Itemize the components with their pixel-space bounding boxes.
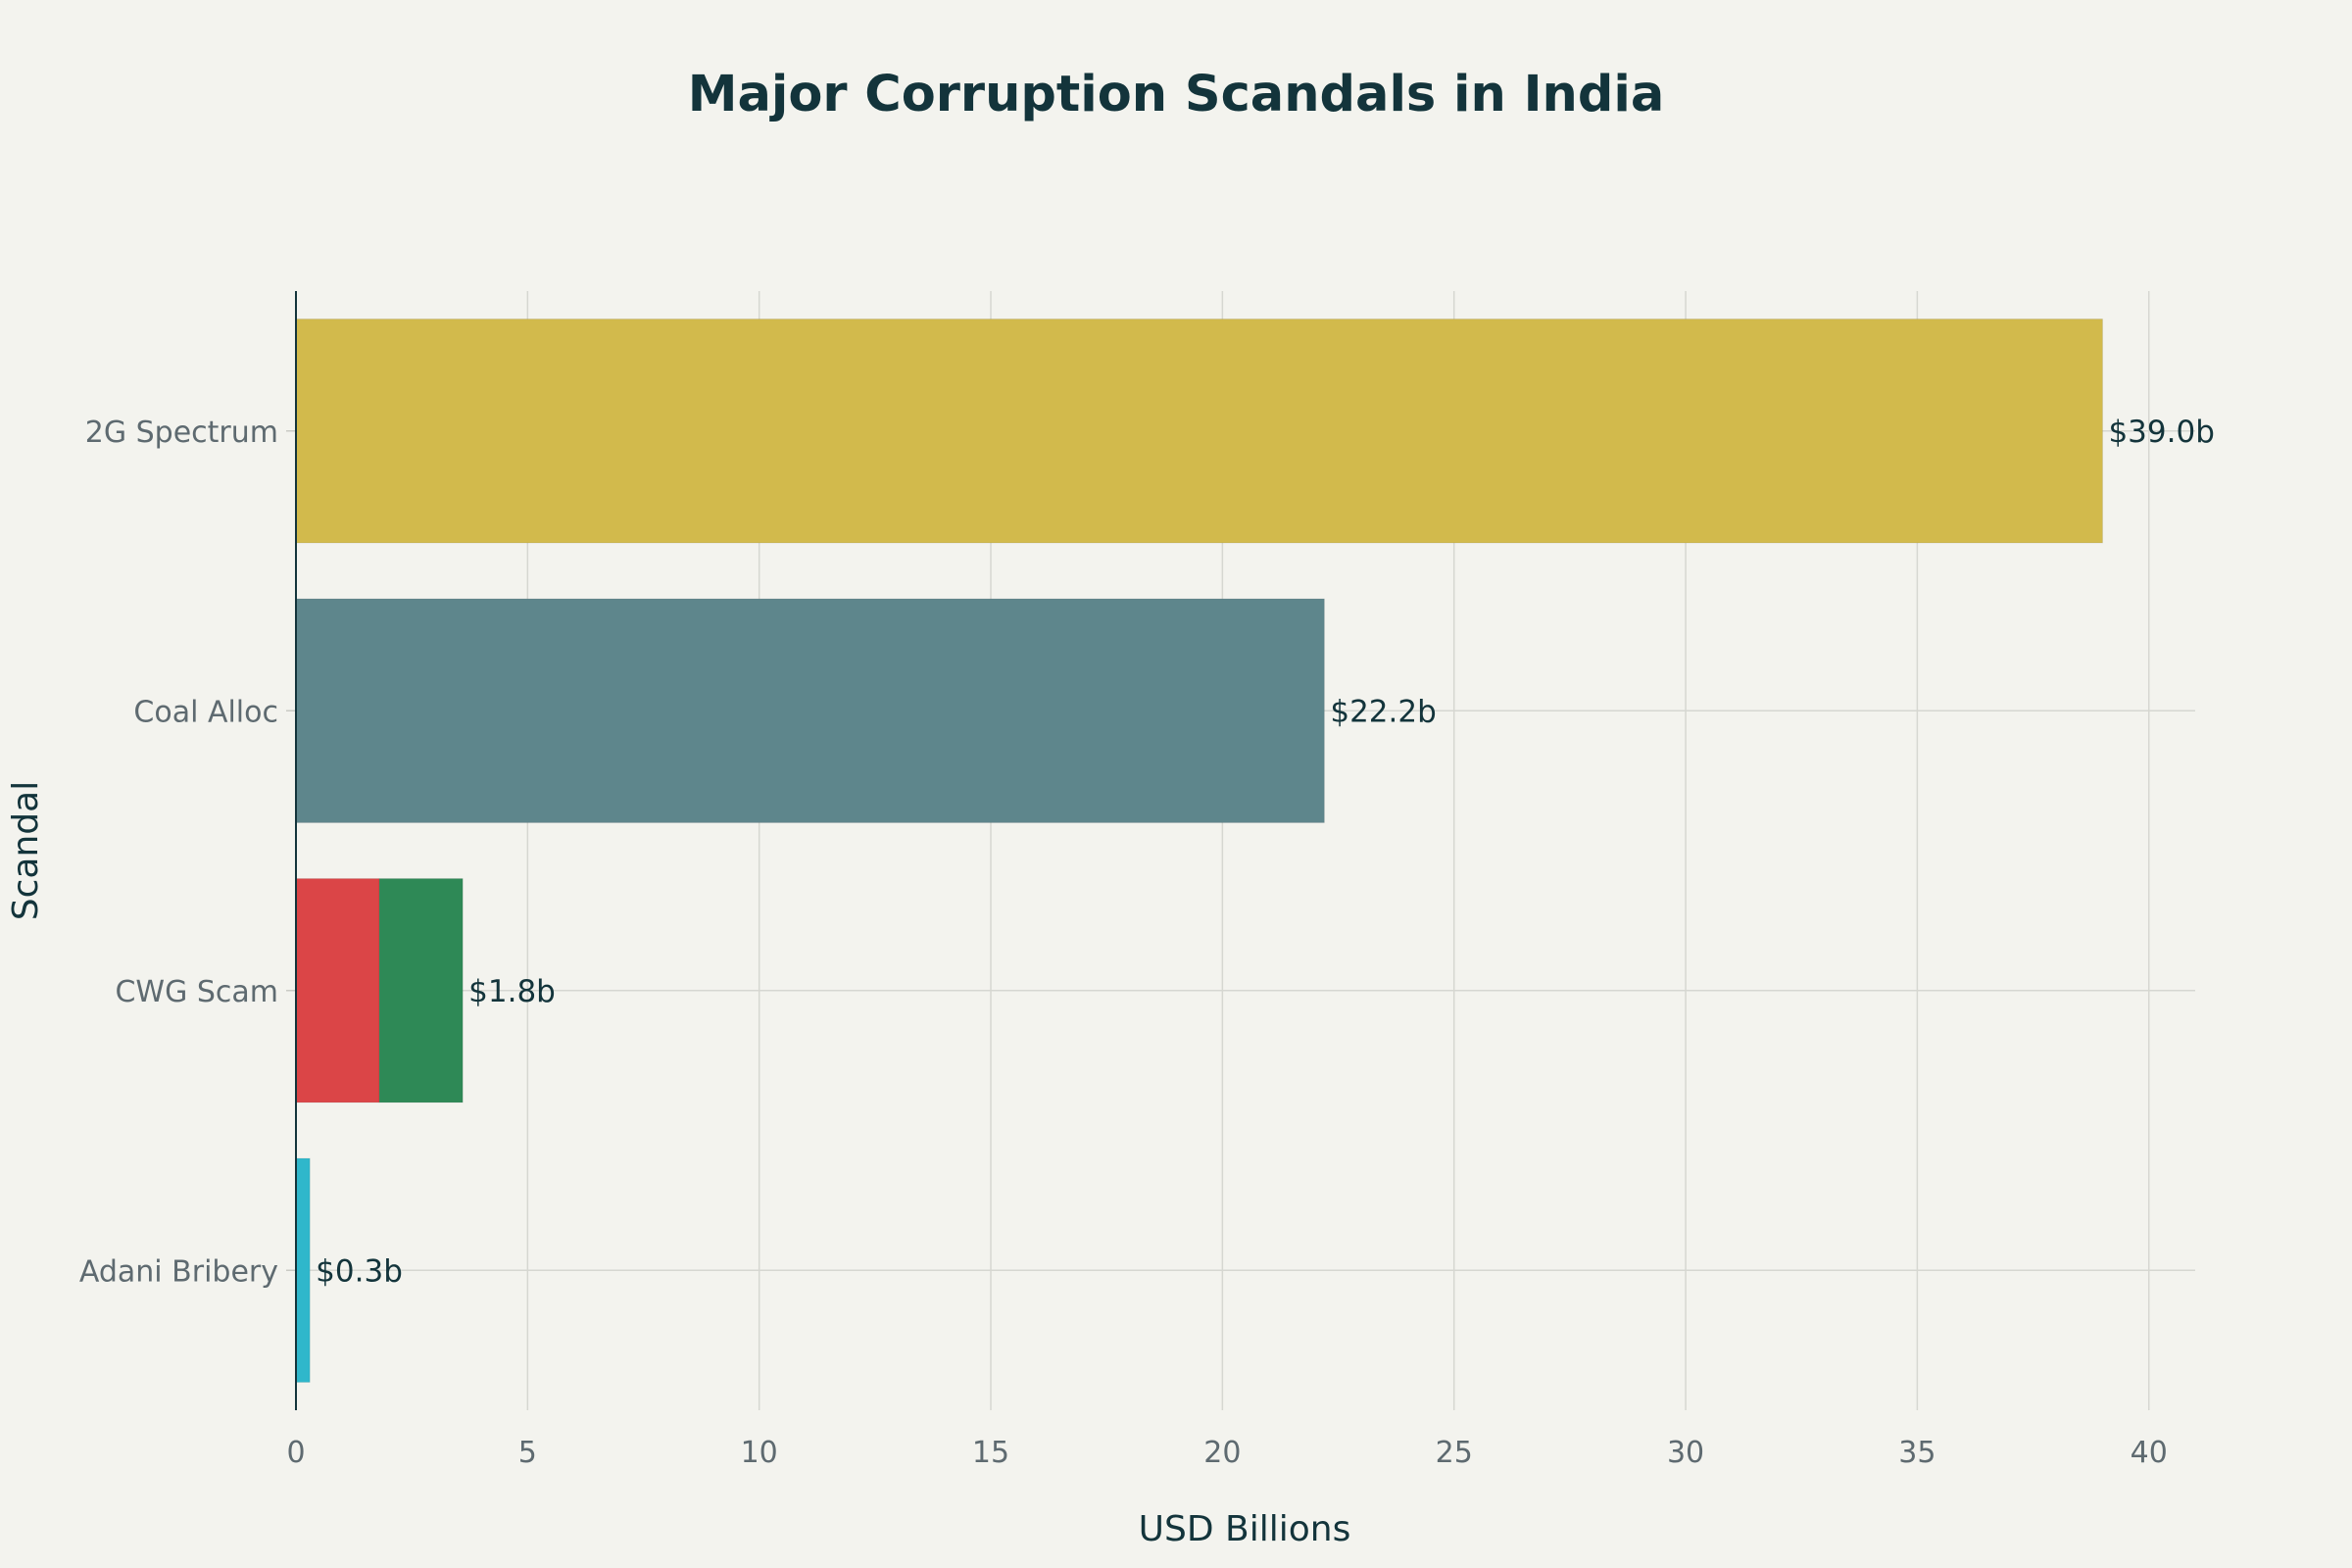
x-axis-title: USD Billions — [1139, 1509, 1351, 1549]
y-tick-label: Coal Alloc — [133, 695, 278, 729]
chart-title: Major Corruption Scandals in India — [688, 66, 1665, 123]
x-tick-label: 20 — [1203, 1436, 1241, 1470]
y-tick-label: Adani Bribery — [79, 1254, 278, 1289]
bar — [295, 1157, 311, 1383]
bar — [295, 878, 380, 1103]
x-tick-label: 35 — [1898, 1436, 1936, 1470]
x-tick-label: 0 — [286, 1436, 305, 1470]
x-tick-label: 30 — [1667, 1436, 1704, 1470]
bar — [295, 598, 1325, 823]
bar — [295, 318, 2103, 544]
bar-layer — [295, 318, 2103, 1383]
label-layer: $39.0b $22.2b $1.8b $0.3b — [316, 415, 2215, 1290]
y-axis-title: Scandal — [6, 781, 46, 920]
bar-value-label: $22.2b — [1330, 694, 1436, 729]
bar — [378, 878, 464, 1103]
y-tick-label: 2G Spectrum — [85, 416, 278, 450]
y-tick-label: CWG Scam — [115, 975, 278, 1009]
bar-value-label: $39.0b — [2108, 415, 2214, 450]
x-tick-label: 10 — [741, 1436, 778, 1470]
x-tick-label: 5 — [518, 1436, 537, 1470]
axis-layer: 0 5 10 15 20 25 30 35 40 2G Spectrum Coal Alloc CWG… — [79, 291, 2168, 1470]
x-tick-label: 15 — [972, 1436, 1009, 1470]
bar-value-label: $0.3b — [316, 1253, 403, 1289]
x-tick-label: 25 — [1436, 1436, 1473, 1470]
x-tick-label: 40 — [2131, 1436, 2168, 1470]
bar-value-label: $1.8b — [468, 974, 556, 1009]
